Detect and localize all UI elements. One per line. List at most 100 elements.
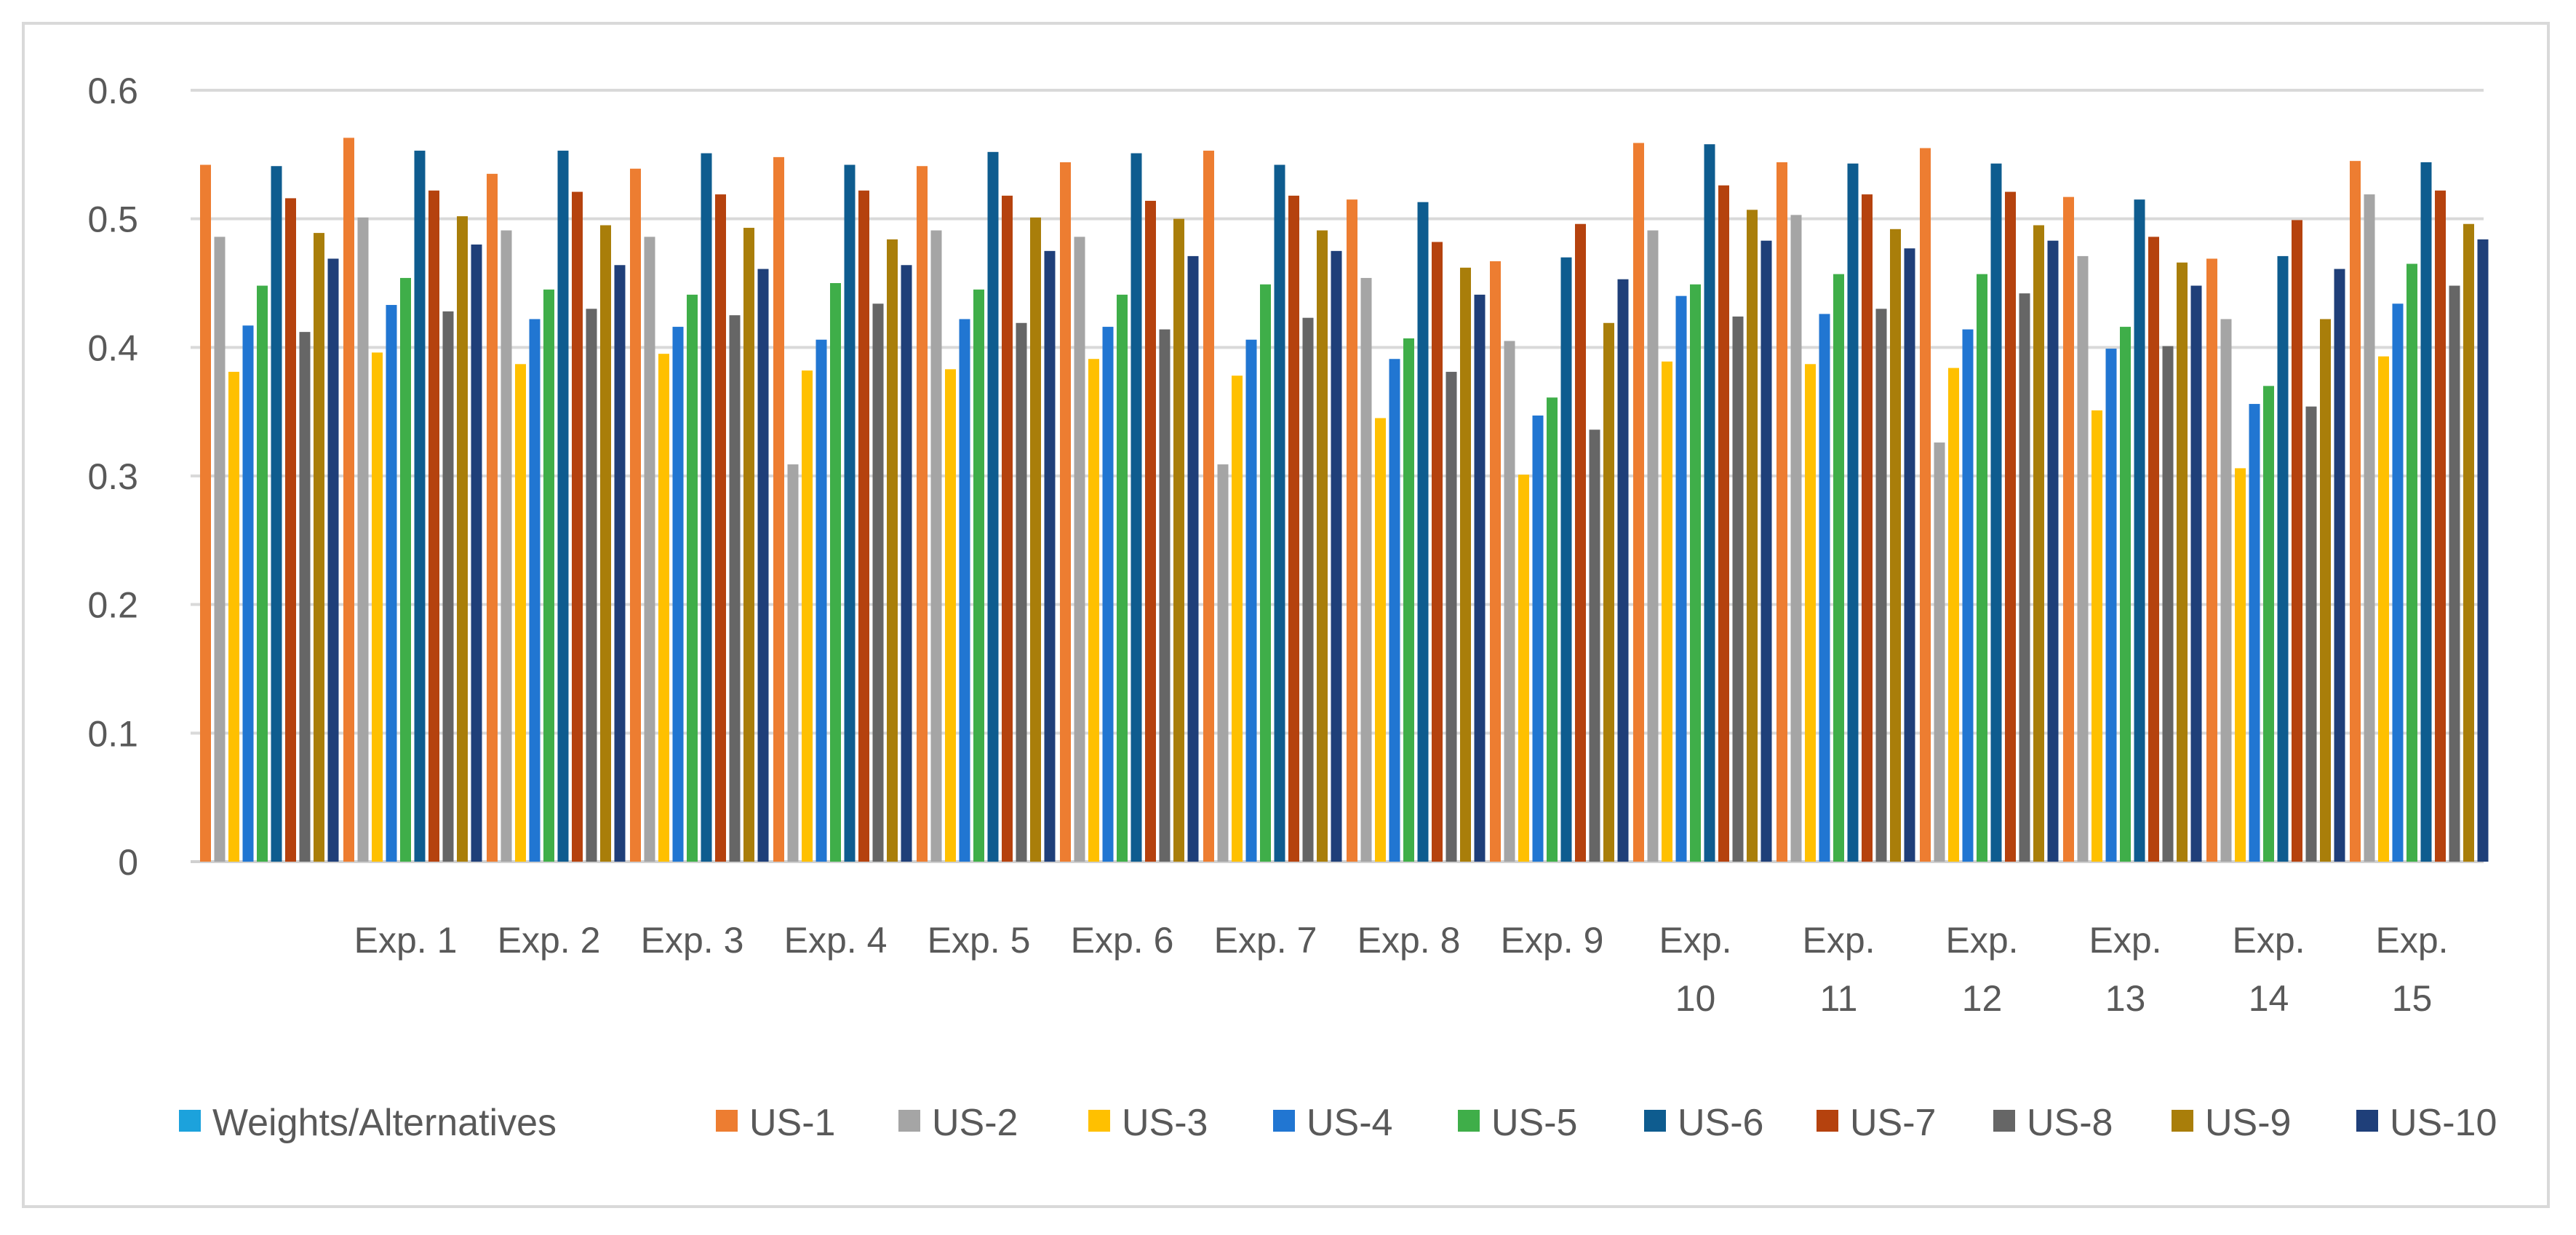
bar-us-6 [987,151,999,862]
bar-us-2 [2364,194,2375,862]
x-tick-label: Exp. 14 [2232,920,2305,1019]
y-tick-label: 0.5 [87,199,138,240]
bar-us-7 [858,190,869,862]
x-tick-label: Exp. 8 [1357,920,1461,961]
bar-us-2 [214,237,226,862]
bar-us-8 [1159,329,1171,862]
bar-us-5 [1403,338,1414,862]
bar-us-7 [2435,190,2446,862]
bar-us-4 [242,325,254,862]
bar-us-4 [1532,415,1544,862]
bar-us-9 [1030,217,1041,862]
bar-us-3 [1375,418,1386,862]
bar-us-2 [787,464,799,862]
bar-us-10 [2477,239,2489,862]
bar-us-1 [917,166,928,862]
bar-us-5 [2120,327,2131,862]
bar-us-8 [1589,429,1600,862]
bar-us-8 [1445,371,1457,862]
legend-label: US-5 [1491,1102,1577,1144]
x-tick-label: Exp. 11 [1802,920,1875,1019]
x-tick-label: Exp. 4 [784,920,888,961]
bar-us-8 [1302,317,1314,862]
bar-us-10 [757,269,769,862]
bar-us-9 [1890,229,1901,862]
bar-us-3 [1948,368,1959,862]
bar-us-9 [457,216,468,862]
bar-us-1 [773,156,784,862]
bar-us-2 [1360,277,1372,862]
bar-us-2 [1790,215,1802,862]
bar-us-9 [2463,223,2474,862]
legend-swatch [2172,1110,2193,1132]
bar-us-4 [1819,314,1830,862]
bar-us-2 [930,230,942,862]
bar-us-6 [1274,164,1285,862]
legend-swatch [898,1110,920,1132]
x-tick-label: Exp. 13 [2089,920,2161,1019]
bar-us-5 [973,289,984,862]
bar-us-10 [327,258,339,862]
bar-us-9 [314,233,324,862]
bar-us-1 [2350,161,2361,862]
bar-us-8 [586,309,597,862]
bar-us-5 [2263,386,2274,862]
bar-us-10 [2190,285,2202,862]
bar-us-3 [1088,359,1099,862]
bar-us-2 [2220,319,2232,862]
bar-us-6 [1990,163,2002,862]
bar-us-3 [2235,468,2246,862]
x-tick-label: Exp. 5 [928,920,1031,961]
bar-us-9 [2033,225,2044,862]
bar-us-7 [1862,194,1873,862]
bar-us-2 [1217,464,1229,862]
bar-us-6 [2420,162,2432,862]
bar-us-1 [1920,148,1931,862]
bar-us-6 [1560,257,1572,862]
bar-us-10 [1331,250,1342,862]
bar-us-4 [672,327,684,862]
bar-us-7 [1145,200,1156,862]
bar-us-7 [1288,195,1299,862]
bar-us-3 [1232,376,1243,862]
x-tick-label: Exp. 15 [2375,920,2448,1019]
bar-us-4 [1102,327,1114,862]
legend-swatch [2356,1110,2378,1132]
bar-us-5 [1117,294,1128,862]
bar-us-3 [515,364,526,862]
bar-us-2 [1074,237,1085,862]
bar-us-3 [658,354,669,862]
bar-us-10 [1617,279,1629,862]
bar-us-3 [1805,364,1816,862]
bar-us-4 [816,339,827,862]
bar-us-4 [959,319,970,862]
bar-us-8 [442,311,454,862]
x-tick-label: Exp. 3 [641,920,744,961]
bar-us-2 [1934,442,1945,862]
bar-us-6 [1847,163,1859,862]
bar-us-8 [299,332,311,862]
bar-us-10 [1474,294,1486,862]
bar-us-8 [2162,346,2174,862]
bar-us-4 [2249,404,2260,862]
bar-us-5 [1260,284,1271,862]
bar-us-9 [600,225,611,862]
bar-us-10 [2047,240,2059,862]
x-tick-label: Exp. 6 [1071,920,1174,961]
bar-us-10 [901,265,912,862]
bar-us-8 [1875,309,1887,862]
bar-us-10 [614,265,626,862]
bar-us-2 [1504,341,1515,862]
bar-us-2 [501,230,512,862]
bar-us-8 [729,315,741,862]
bar-us-6 [2134,199,2145,862]
legend-swatch [1088,1110,1110,1132]
bar-us-3 [1518,474,1529,862]
bar-us-7 [1575,223,1586,862]
y-tick-label: 0.2 [87,585,138,626]
legend-label: US-6 [1678,1102,1763,1144]
bar-us-5 [400,277,411,862]
x-tick-label: Exp. 12 [1945,920,2018,1019]
bar-us-5 [543,289,554,862]
